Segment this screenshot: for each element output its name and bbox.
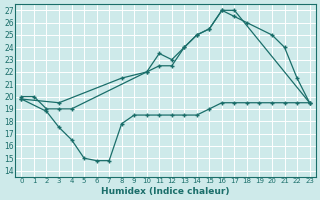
X-axis label: Humidex (Indice chaleur): Humidex (Indice chaleur)	[101, 187, 230, 196]
